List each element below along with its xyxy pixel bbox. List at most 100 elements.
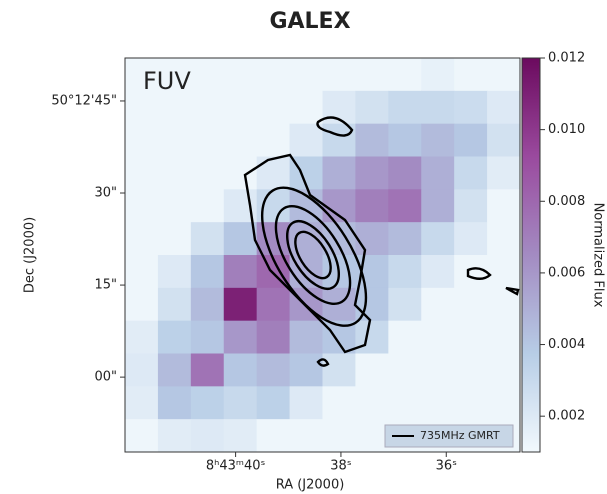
- image-pixel: [323, 354, 356, 387]
- image-pixel: [421, 255, 454, 288]
- image-pixel: [487, 91, 520, 124]
- image-pixel: [454, 354, 487, 387]
- image-pixel: [487, 354, 520, 387]
- image-pixel: [224, 386, 257, 419]
- image-pixel: [388, 288, 421, 321]
- image-pixel: [158, 189, 191, 222]
- image-pixel: [454, 386, 487, 419]
- image-pixel: [224, 58, 257, 91]
- image-pixel: [290, 386, 323, 419]
- image-pixel: [257, 321, 290, 354]
- image-pixel: [257, 419, 290, 452]
- image-pixel: [125, 91, 158, 124]
- image-pixel: [158, 288, 191, 321]
- colorbar-label: Normalized Flux: [591, 203, 606, 308]
- image-pixel: [421, 58, 454, 91]
- image-pixel: [421, 288, 454, 321]
- image-pixel: [125, 222, 158, 255]
- chart: GALEX FUV 735MHz GMRT RA (J2000) Dec (J2…: [0, 0, 607, 494]
- image-pixel: [454, 124, 487, 157]
- y-axis-label: Dec (J2000): [23, 217, 38, 293]
- colorbar-tick-label: 0.008: [548, 194, 585, 209]
- image-pixel: [487, 222, 520, 255]
- image-pixel: [355, 419, 388, 452]
- image-pixel: [421, 189, 454, 222]
- image-pixel: [257, 354, 290, 387]
- page: GALEX FUV 735MHz GMRT RA (J2000) Dec (J2…: [0, 0, 607, 494]
- image-pixel: [388, 124, 421, 157]
- image-pixel: [125, 288, 158, 321]
- image-pixel: [388, 189, 421, 222]
- image-pixel: [388, 91, 421, 124]
- image-pixel: [487, 321, 520, 354]
- image-pixel: [323, 58, 356, 91]
- image-pixel: [355, 91, 388, 124]
- image-pixel: [257, 386, 290, 419]
- image-pixel: [158, 354, 191, 387]
- image-pixel: [125, 157, 158, 190]
- image-pixel: [355, 354, 388, 387]
- image-pixel: [191, 288, 224, 321]
- image-pixel: [158, 321, 191, 354]
- image-pixel: [224, 321, 257, 354]
- panel-label: FUV: [143, 67, 191, 95]
- image-pixel: [191, 124, 224, 157]
- image-pixel: [421, 124, 454, 157]
- image-pixel: [158, 419, 191, 452]
- image-pixel: [257, 288, 290, 321]
- image-pixel: [290, 91, 323, 124]
- colorbar-tick-label: 0.012: [548, 51, 585, 66]
- image-pixel: [388, 354, 421, 387]
- image-pixel: [257, 124, 290, 157]
- image-pixel: [191, 386, 224, 419]
- image-pixel: [454, 255, 487, 288]
- x-tick-label: 8ʰ43ᵐ40ˢ: [206, 459, 266, 474]
- y-tick-label: 30": [94, 186, 117, 201]
- image-pixel: [257, 222, 290, 255]
- image-pixel: [290, 419, 323, 452]
- image-pixel: [224, 354, 257, 387]
- image-pixel: [487, 255, 520, 288]
- image-pixel: [421, 222, 454, 255]
- image-pixel: [487, 58, 520, 91]
- image-pixel: [224, 255, 257, 288]
- y-tick-label: 15": [94, 278, 117, 293]
- colorbar-tick-label: 0.004: [548, 337, 585, 352]
- image-pixel: [454, 189, 487, 222]
- image-pixel: [355, 222, 388, 255]
- image-pixel: [257, 157, 290, 190]
- image-pixel: [355, 386, 388, 419]
- y-tick-label: 00": [94, 370, 117, 385]
- image-pixel: [191, 321, 224, 354]
- image-pixel: [125, 354, 158, 387]
- image-pixel: [323, 288, 356, 321]
- image-pixel: [191, 354, 224, 387]
- image-pixel: [158, 157, 191, 190]
- image-pixel: [290, 124, 323, 157]
- image-pixel: [125, 124, 158, 157]
- image-pixel: [257, 91, 290, 124]
- image-pixel: [454, 321, 487, 354]
- image-pixel: [191, 157, 224, 190]
- image-pixel: [290, 321, 323, 354]
- colorbar: [522, 58, 540, 452]
- image-pixel: [125, 386, 158, 419]
- image-pixel: [487, 124, 520, 157]
- y-tick-label: 50°12'45": [51, 93, 117, 108]
- image-pixel: [355, 189, 388, 222]
- x-axis-label: RA (J2000): [276, 478, 345, 493]
- image-pixel: [191, 58, 224, 91]
- image-pixel: [388, 222, 421, 255]
- image-pixel: [388, 321, 421, 354]
- image-pixel: [158, 255, 191, 288]
- image-pixel: [388, 255, 421, 288]
- image-pixel: [290, 58, 323, 91]
- image-pixel: [454, 222, 487, 255]
- image-pixel: [388, 157, 421, 190]
- image-pixel: [158, 222, 191, 255]
- image-pixel: [454, 58, 487, 91]
- image-pixel: [158, 124, 191, 157]
- image-pixel: [421, 321, 454, 354]
- image-pixel: [487, 157, 520, 190]
- image-pixel: [125, 419, 158, 452]
